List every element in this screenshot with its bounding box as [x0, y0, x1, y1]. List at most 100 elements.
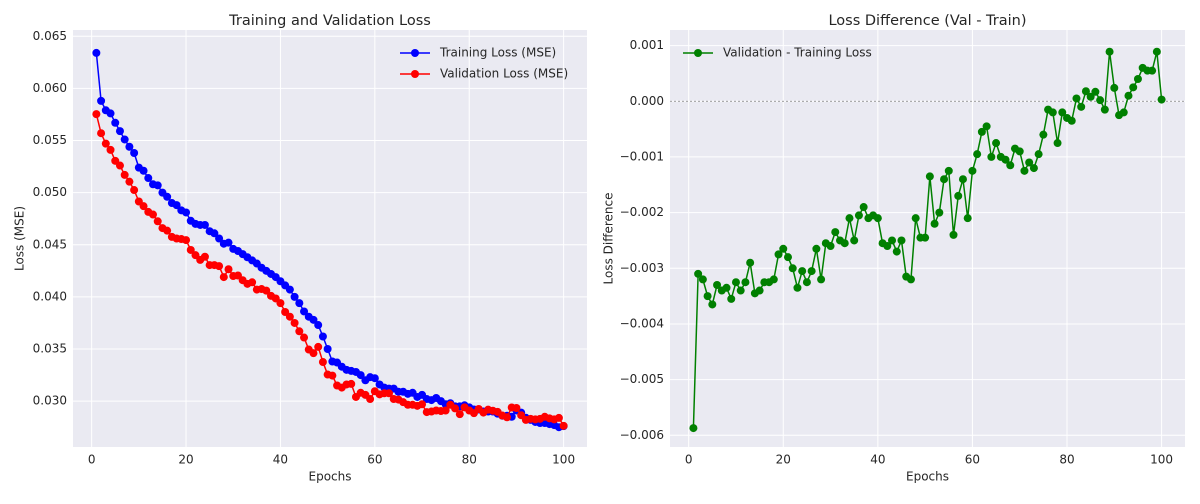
data-point: [309, 315, 318, 324]
data-point: [831, 228, 840, 237]
data-point: [182, 208, 191, 217]
data-point: [554, 413, 563, 422]
x-tick-label: 80: [1059, 453, 1074, 467]
data-point: [1129, 83, 1138, 92]
y-tick-label: 0.040: [33, 289, 67, 303]
data-point: [727, 294, 736, 303]
data-point: [262, 286, 271, 295]
data-point: [897, 236, 906, 245]
data-point: [370, 374, 379, 383]
data-point: [106, 145, 115, 154]
data-point: [689, 424, 698, 433]
data-point: [779, 244, 788, 253]
data-point: [512, 404, 521, 413]
data-point: [1029, 164, 1038, 173]
data-point: [1077, 102, 1086, 111]
data-point: [798, 267, 807, 276]
x-tick-label: 100: [552, 453, 575, 467]
y-tick-label: 0.001: [630, 38, 664, 52]
data-point: [963, 214, 972, 223]
data-point: [1096, 96, 1105, 105]
data-point: [328, 371, 337, 380]
data-point: [120, 170, 129, 179]
data-point: [366, 395, 375, 404]
data-point: [1001, 155, 1010, 164]
data-point: [1100, 105, 1109, 114]
x-tick-label: 20: [776, 453, 791, 467]
x-tick-label: 40: [273, 453, 288, 467]
data-point: [347, 379, 356, 388]
data-point: [97, 129, 106, 138]
x-tick-label: 80: [462, 453, 477, 467]
legend-marker: [411, 70, 419, 78]
data-point: [935, 208, 944, 217]
data-point: [968, 166, 977, 175]
data-point: [873, 214, 882, 223]
chart-title: Training and Validation Loss: [228, 13, 431, 29]
data-point: [1015, 147, 1024, 156]
data-point: [224, 238, 233, 247]
data-point: [276, 299, 285, 308]
data-point: [826, 242, 835, 251]
data-point: [441, 406, 450, 415]
x-axis-label: Epochs: [309, 470, 352, 484]
y-tick-label: −0.003: [620, 261, 664, 275]
data-point: [182, 236, 191, 245]
x-tick-label: 100: [1150, 453, 1173, 467]
data-point: [502, 413, 511, 422]
data-point: [125, 142, 134, 151]
data-point: [1072, 94, 1081, 103]
data-point: [101, 139, 110, 148]
data-point: [120, 135, 129, 144]
data-point: [817, 275, 826, 284]
data-point: [906, 275, 915, 284]
x-tick-label: 0: [685, 453, 693, 467]
data-point: [295, 327, 304, 336]
data-point: [290, 292, 299, 301]
data-point: [300, 307, 309, 316]
data-point: [1157, 95, 1166, 104]
data-point: [314, 342, 323, 351]
data-point: [812, 244, 821, 253]
data-point: [888, 236, 897, 245]
y-tick-label: 0.030: [33, 394, 67, 408]
data-point: [940, 175, 949, 184]
y-tick-label: −0.006: [620, 428, 664, 442]
data-point: [694, 269, 703, 278]
data-point: [186, 245, 195, 254]
legend-label: Training Loss (MSE): [439, 46, 556, 60]
data-point: [314, 321, 323, 330]
data-point: [854, 211, 863, 220]
data-point: [788, 264, 797, 273]
legend: Training Loss (MSE) Validation Loss (MSE): [400, 46, 568, 81]
data-point: [92, 110, 101, 119]
data-point: [954, 191, 963, 200]
data-point: [731, 278, 740, 287]
x-tick-label: 20: [178, 453, 193, 467]
data-point: [859, 203, 868, 212]
chart-title: Loss Difference (Val - Train): [828, 13, 1026, 29]
data-point: [1105, 47, 1114, 56]
data-point: [309, 349, 318, 358]
data-point: [977, 127, 986, 136]
y-tick-label: −0.004: [620, 316, 664, 330]
data-point: [987, 152, 996, 161]
data-point: [200, 220, 209, 229]
data-point: [1025, 158, 1034, 167]
data-point: [153, 181, 162, 190]
data-point: [248, 278, 257, 287]
data-point: [982, 122, 991, 131]
data-point: [1124, 91, 1133, 100]
data-point: [1133, 74, 1142, 83]
data-point: [958, 175, 967, 184]
y-tick-label: 0.035: [33, 342, 67, 356]
y-tick-label: −0.001: [620, 149, 664, 163]
data-point: [713, 280, 722, 289]
data-point: [703, 292, 712, 301]
y-tick-label: 0.045: [33, 237, 67, 251]
data-point: [451, 404, 460, 413]
data-point: [1020, 166, 1029, 175]
data-point: [115, 161, 124, 170]
data-point: [356, 371, 365, 380]
data-point: [106, 109, 115, 118]
